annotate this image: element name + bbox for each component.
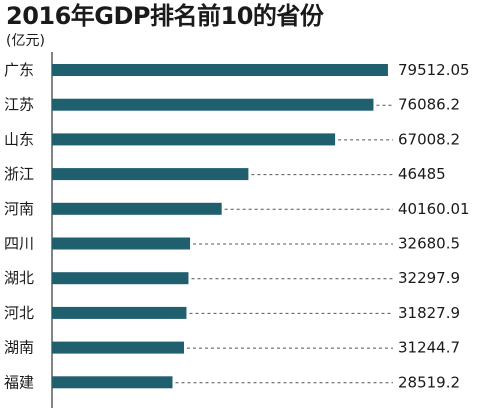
value-label: 76086.2 (398, 96, 460, 114)
value-label: 28519.2 (398, 373, 460, 391)
category-label: 四川 (4, 235, 34, 253)
value-label: 79512.05 (398, 61, 470, 79)
bar (52, 237, 191, 250)
value-label: 40160.01 (398, 200, 470, 218)
chart-title: 2016年GDP排名前10的省份 (6, 2, 324, 30)
value-label: 31827.9 (398, 304, 460, 322)
category-label: 湖南 (4, 339, 34, 357)
category-label: 山东 (4, 130, 34, 148)
category-label: 湖北 (4, 269, 34, 287)
bar (52, 64, 388, 76)
bar (52, 98, 374, 111)
value-label: 46485 (398, 165, 446, 183)
bar (52, 168, 249, 181)
bar (52, 272, 189, 285)
value-label: 32297.9 (398, 269, 460, 287)
category-label: 福建 (4, 373, 34, 391)
unit-label: (亿元) (6, 33, 45, 49)
bar (52, 341, 185, 354)
value-label: 31244.7 (398, 339, 460, 357)
bar (52, 306, 187, 319)
category-label: 河北 (4, 304, 34, 322)
bar (52, 202, 222, 215)
category-label: 河南 (4, 200, 34, 218)
bar (52, 376, 173, 389)
category-label: 广东 (4, 61, 34, 79)
category-label: 浙江 (4, 165, 34, 183)
category-label: 江苏 (4, 96, 34, 114)
value-label: 32680.5 (398, 235, 460, 253)
bar (52, 133, 336, 146)
value-label: 67008.2 (398, 130, 460, 148)
